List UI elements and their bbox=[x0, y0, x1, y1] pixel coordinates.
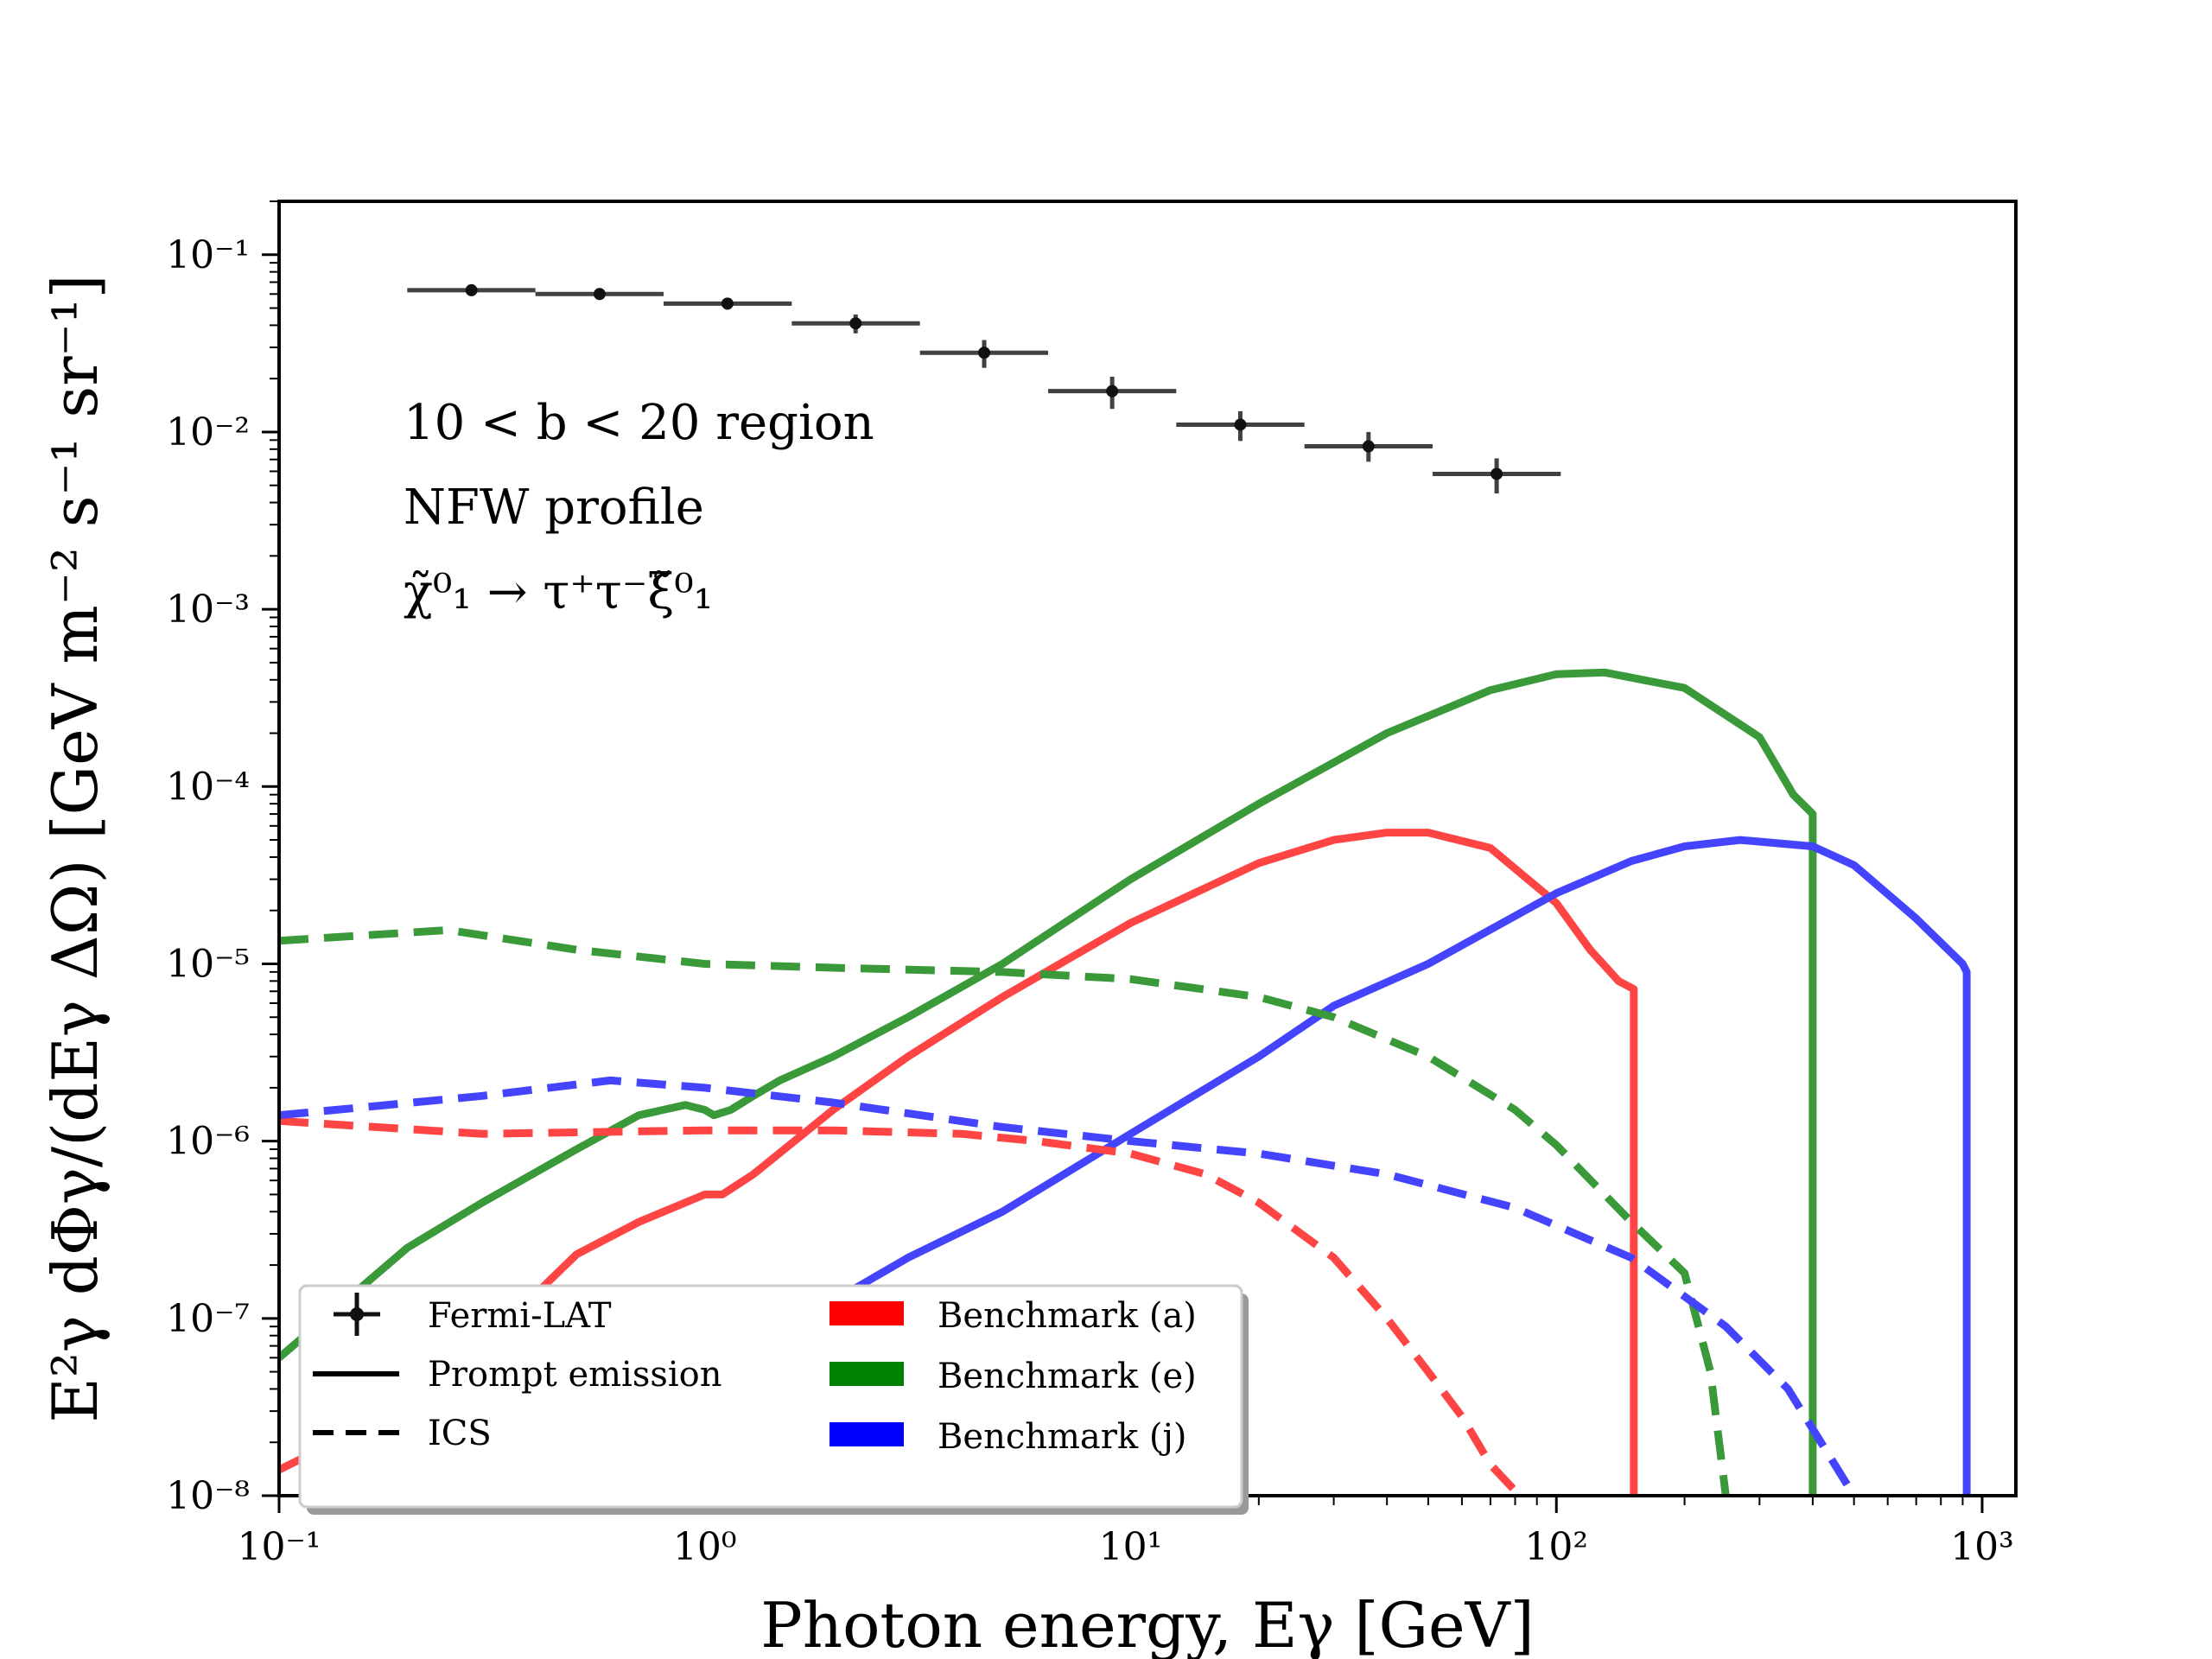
x-tick-label: 10⁰ bbox=[673, 1525, 737, 1569]
legend-label-prompt: Prompt emission bbox=[428, 1355, 722, 1395]
x-tick-label: 10⁻¹ bbox=[238, 1525, 321, 1569]
fermi-lat-point bbox=[1047, 376, 1177, 410]
fermi-lat-point bbox=[791, 314, 920, 334]
annotation-region: 10 < b < 20 region bbox=[404, 395, 874, 451]
legend-label-e: Benchmark (e) bbox=[938, 1357, 1197, 1396]
series-line-j-ics bbox=[279, 1076, 1858, 1496]
legend-swatch-a bbox=[830, 1301, 904, 1325]
legend-box bbox=[298, 1284, 1243, 1509]
fermi-lat-marker bbox=[978, 346, 991, 359]
legend-swatch-j bbox=[830, 1422, 904, 1446]
annotation-profile: NFW profile bbox=[404, 480, 704, 536]
series-line-e-ics bbox=[279, 925, 1730, 1496]
legend-marker-fermi-dot bbox=[350, 1307, 364, 1321]
fermi-lat-point bbox=[535, 288, 664, 301]
fermi-lat-marker bbox=[1491, 467, 1503, 480]
legend-label-a: Benchmark (a) bbox=[938, 1296, 1197, 1336]
y-axis-label: E²γ dΦγ/(dEγ ΔΩ) [GeV m⁻² s⁻¹ sr⁻¹] bbox=[39, 274, 111, 1422]
legend-swatch-e bbox=[830, 1362, 904, 1386]
legend-label-fermi: Fermi-LAT bbox=[428, 1296, 612, 1336]
y-tick-label: 10⁻³ bbox=[166, 588, 250, 632]
fermi-lat-point bbox=[1432, 458, 1561, 494]
y-tick-label: 10⁻⁵ bbox=[166, 942, 250, 986]
series-line-e-prompt bbox=[279, 668, 1817, 1496]
fermi-lat-points bbox=[407, 283, 1561, 494]
legend-label-ics: ICS bbox=[428, 1414, 492, 1453]
fermi-lat-marker bbox=[465, 283, 478, 296]
fermi-lat-marker bbox=[1362, 440, 1375, 453]
fermi-lat-marker bbox=[593, 288, 606, 301]
fermi-lat-marker bbox=[1234, 418, 1247, 431]
y-tick-label: 10⁻² bbox=[166, 410, 250, 454]
legend-label-j: Benchmark (j) bbox=[938, 1417, 1186, 1457]
x-tick-label: 10² bbox=[1524, 1525, 1588, 1569]
series-line-a-prompt bbox=[279, 829, 1638, 1496]
legend: Fermi-LAT Prompt emission ICS Benchmark … bbox=[298, 1284, 1249, 1515]
y-tick-label: 10⁻⁷ bbox=[166, 1297, 250, 1341]
fermi-lat-point bbox=[663, 297, 792, 310]
fermi-lat-point bbox=[1304, 431, 1433, 462]
y-tick-label: 10⁻⁶ bbox=[166, 1120, 250, 1164]
fermi-lat-point bbox=[919, 340, 1048, 368]
x-axis-label: Photon energy, Eγ [GeV] bbox=[760, 1589, 1534, 1659]
annotation-channel: χ̃⁰₁ → τ⁺τ⁻ξ̃⁰₁ bbox=[404, 564, 713, 620]
y-tick-label: 10⁻¹ bbox=[166, 233, 250, 277]
axis-ticks: 10⁻¹ 10⁰ 10¹ 10² 10³ 10⁻⁸ 10⁻⁷ 10⁻⁶ 10⁻⁵ 10⁻⁴ 10⁻³… bbox=[166, 200, 2014, 1569]
y-tick-label: 10⁻⁸ bbox=[166, 1474, 250, 1518]
fermi-lat-point bbox=[407, 283, 536, 296]
fermi-lat-marker bbox=[1106, 385, 1119, 397]
fermi-lat-marker bbox=[849, 317, 862, 330]
x-tick-label: 10³ bbox=[1950, 1525, 2014, 1569]
fermi-lat-marker bbox=[721, 297, 734, 310]
x-tick-label: 10¹ bbox=[1099, 1525, 1163, 1569]
y-tick-label: 10⁻⁴ bbox=[166, 765, 250, 809]
series-line-a-ics bbox=[279, 1116, 1523, 1496]
fermi-lat-point bbox=[1176, 410, 1305, 442]
